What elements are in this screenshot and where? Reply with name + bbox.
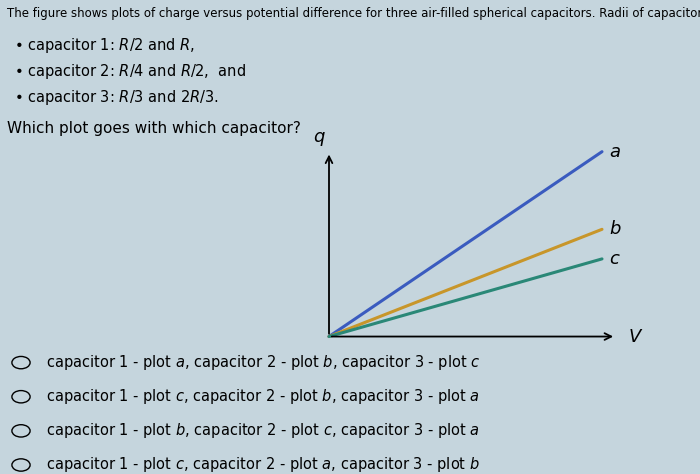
Text: capacitor 1 - plot $\mathit{c}$, capacitor 2 - plot $\mathit{b}$, capacitor 3 - : capacitor 1 - plot $\mathit{c}$, capacit… <box>46 387 480 406</box>
Text: a: a <box>609 143 620 161</box>
Text: q: q <box>313 128 324 146</box>
Text: b: b <box>609 220 620 238</box>
Text: The figure shows plots of charge versus potential difference for three air-fille: The figure shows plots of charge versus … <box>7 7 700 20</box>
Text: capacitor 1 - plot $\mathit{a}$, capacitor 2 - plot $\mathit{b}$, capacitor 3 - : capacitor 1 - plot $\mathit{a}$, capacit… <box>46 353 480 372</box>
Text: • capacitor 1: $R/2$ and $R$,: • capacitor 1: $R/2$ and $R$, <box>14 36 195 55</box>
Text: c: c <box>609 250 619 268</box>
Text: • capacitor 3: $R/3$ and $2R/3$.: • capacitor 3: $R/3$ and $2R/3$. <box>14 88 219 107</box>
Text: • capacitor 2: $R/4$ and $R/2$,  and: • capacitor 2: $R/4$ and $R/2$, and <box>14 62 246 81</box>
Text: Which plot goes with which capacitor?: Which plot goes with which capacitor? <box>7 121 301 136</box>
Text: capacitor 1 - plot $\mathit{c}$, capacitor 2 - plot $\mathit{a}$, capacitor 3 - : capacitor 1 - plot $\mathit{c}$, capacit… <box>46 456 480 474</box>
Text: V: V <box>629 328 641 346</box>
Text: capacitor 1 - plot $\mathit{b}$, capacitor 2 - plot $\mathit{c}$, capacitor 3 - : capacitor 1 - plot $\mathit{b}$, capacit… <box>46 421 480 440</box>
